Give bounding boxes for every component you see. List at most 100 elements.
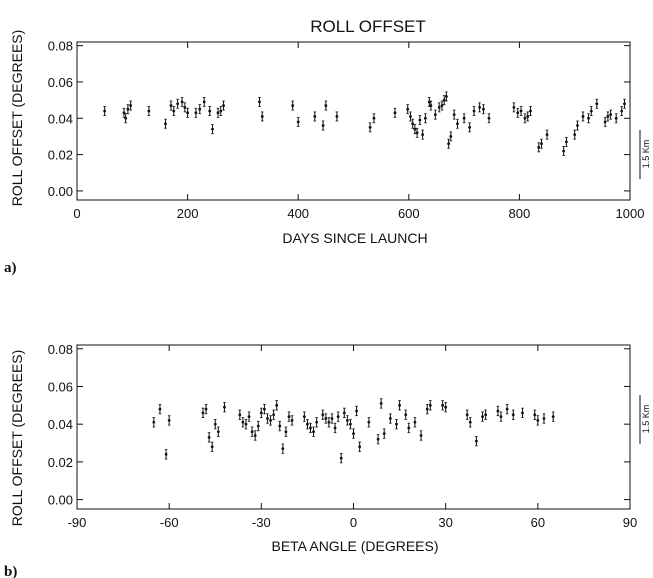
panel-b-data-point	[256, 420, 260, 432]
panel-a-data-point	[468, 122, 472, 133]
panel-b-data-point	[250, 426, 254, 437]
panel-a-data-point	[562, 146, 566, 156]
panel-a-data-point	[208, 106, 212, 116]
panel-b-data-point	[266, 413, 269, 424]
panel-a-data-point	[411, 118, 415, 129]
panel-b-data-point	[327, 417, 331, 428]
panel-b-data-point	[496, 405, 500, 417]
panel-b-data-points	[152, 398, 555, 464]
panel-b-label: b)	[4, 564, 17, 578]
panel-a-data-point	[415, 127, 419, 138]
panel-b-data-point	[216, 426, 220, 437]
panel-a-y-tick-label: 0.04	[48, 111, 73, 126]
panel-a-y-axis: 0.00 0.02 0.04 0.06 0.08	[48, 39, 630, 199]
panel-b-data-point	[213, 419, 217, 430]
panel-a-data-point	[393, 107, 397, 118]
panel-b-x-axis-label: BETA ANGLE (DEGREES)	[271, 538, 438, 554]
panel-b-scale-bar-label: 1.5 Km	[641, 405, 651, 434]
panel-a-data-point	[260, 111, 264, 122]
panel-a-data-point	[523, 113, 527, 124]
panel-a-x-tick-label: 600	[398, 206, 420, 221]
panel-b-data-point	[505, 403, 509, 415]
panel-a-y-tick-label: 0.08	[48, 39, 73, 54]
panel-a-data-point	[587, 113, 590, 124]
panel-b-data-point	[339, 452, 343, 464]
panel-b-data-point	[349, 419, 352, 430]
panel-a-data-point	[478, 102, 481, 113]
panel-a-data-point	[433, 109, 437, 120]
panel-a-data-point	[429, 100, 433, 111]
panel-b-data-point	[441, 400, 444, 411]
panel-b-data-point	[474, 436, 478, 447]
panel-b-data-point	[281, 443, 285, 454]
panel-a-data-point	[576, 120, 579, 131]
panel-b-data-point	[253, 430, 257, 441]
panel-a-plot-frame	[76, 41, 631, 201]
panel-b-data-point	[465, 409, 469, 420]
panel-b-data-point	[272, 409, 276, 420]
panel-b-y-axis-label: ROLL OFFSET (DEGREES)	[9, 350, 25, 527]
panel-a-data-point	[440, 100, 444, 111]
panel-a-data-point	[194, 107, 198, 118]
panel-b-x-tick-label: -30	[252, 515, 271, 530]
panel-b-data-point	[358, 441, 362, 452]
panel-a-data-point	[421, 129, 425, 140]
panel-b-x-tick-label: -60	[160, 515, 179, 530]
panel-a-data-point	[406, 104, 410, 115]
panel-a-data-point	[423, 113, 427, 124]
panel-b-data-point	[210, 441, 214, 452]
panel-a-y-tick-label: 0.02	[48, 148, 73, 163]
panel-b-data-point	[306, 419, 309, 430]
panel-b-data-point	[223, 402, 226, 413]
panel-b-data-point	[521, 407, 524, 418]
panel-a-x-tick-label: 800	[509, 206, 531, 221]
panel-a-data-point	[445, 91, 448, 102]
panel-a-data-point	[186, 107, 190, 118]
panel-b: ROLL OFFSET (DEGREES) BETA ANGLE (DEGREE…	[4, 342, 651, 578]
panel-b-x-tick-label: 30	[438, 515, 452, 530]
panel-b-x-tick-label: 0	[350, 515, 357, 530]
panel-b-data-point	[352, 428, 355, 439]
panel-b-data-point	[324, 413, 328, 424]
panel-a-data-point	[581, 111, 585, 122]
panel-a-data-point	[172, 106, 176, 116]
panel-a-data-point	[409, 111, 412, 122]
panel-b-x-axis: -90 -60 -30 0 30 60 90	[68, 345, 637, 530]
panel-a-data-point	[324, 100, 328, 111]
panel-b-data-point	[342, 407, 346, 418]
panel-a-data-point	[418, 115, 422, 126]
panel-a-data-point	[512, 102, 516, 113]
panel-a-data-point	[169, 100, 173, 111]
panel-b-data-point	[321, 409, 325, 420]
panel-b-data-point	[551, 411, 555, 422]
panel-b-data-point	[287, 411, 291, 422]
panel-a-data-point	[368, 122, 372, 133]
panel-a-data-point	[472, 106, 476, 116]
panel-b-data-point	[367, 417, 371, 428]
panel-b-data-point	[382, 428, 386, 439]
panel-a-data-point	[202, 96, 206, 107]
panel-a-data-point	[335, 111, 339, 122]
panel-a-data-point	[526, 111, 530, 122]
panel-b-y-tick-label: 0.04	[48, 417, 73, 432]
panel-a-data-point	[487, 113, 491, 124]
panel-b-data-point	[238, 409, 242, 420]
panel-a: ROLL OFFSET ROLL OFFSET (DEGREES) DAYS S…	[4, 17, 651, 276]
panel-b-y-tick-label: 0.06	[48, 379, 73, 394]
panel-b-data-point	[290, 415, 294, 426]
panel-a-data-point	[216, 107, 220, 118]
panel-a-data-point	[222, 100, 225, 111]
panel-a-data-point	[164, 118, 167, 129]
panel-b-y-tick-label: 0.02	[48, 455, 73, 470]
panel-a-data-point	[603, 116, 607, 127]
panel-b-data-point	[533, 409, 537, 420]
panel-b-data-point	[204, 403, 208, 415]
panel-b-data-point	[444, 402, 448, 413]
panel-a-data-point	[452, 109, 456, 120]
panel-b-data-point	[309, 422, 312, 434]
panel-b-x-tick-label: 90	[623, 515, 637, 530]
panel-a-x-axis-label: DAYS SINCE LAUNCH	[282, 230, 427, 246]
panel-a-x-axis: 0 200 400 600 800 1000	[73, 42, 644, 221]
panel-a-data-point	[103, 106, 107, 116]
